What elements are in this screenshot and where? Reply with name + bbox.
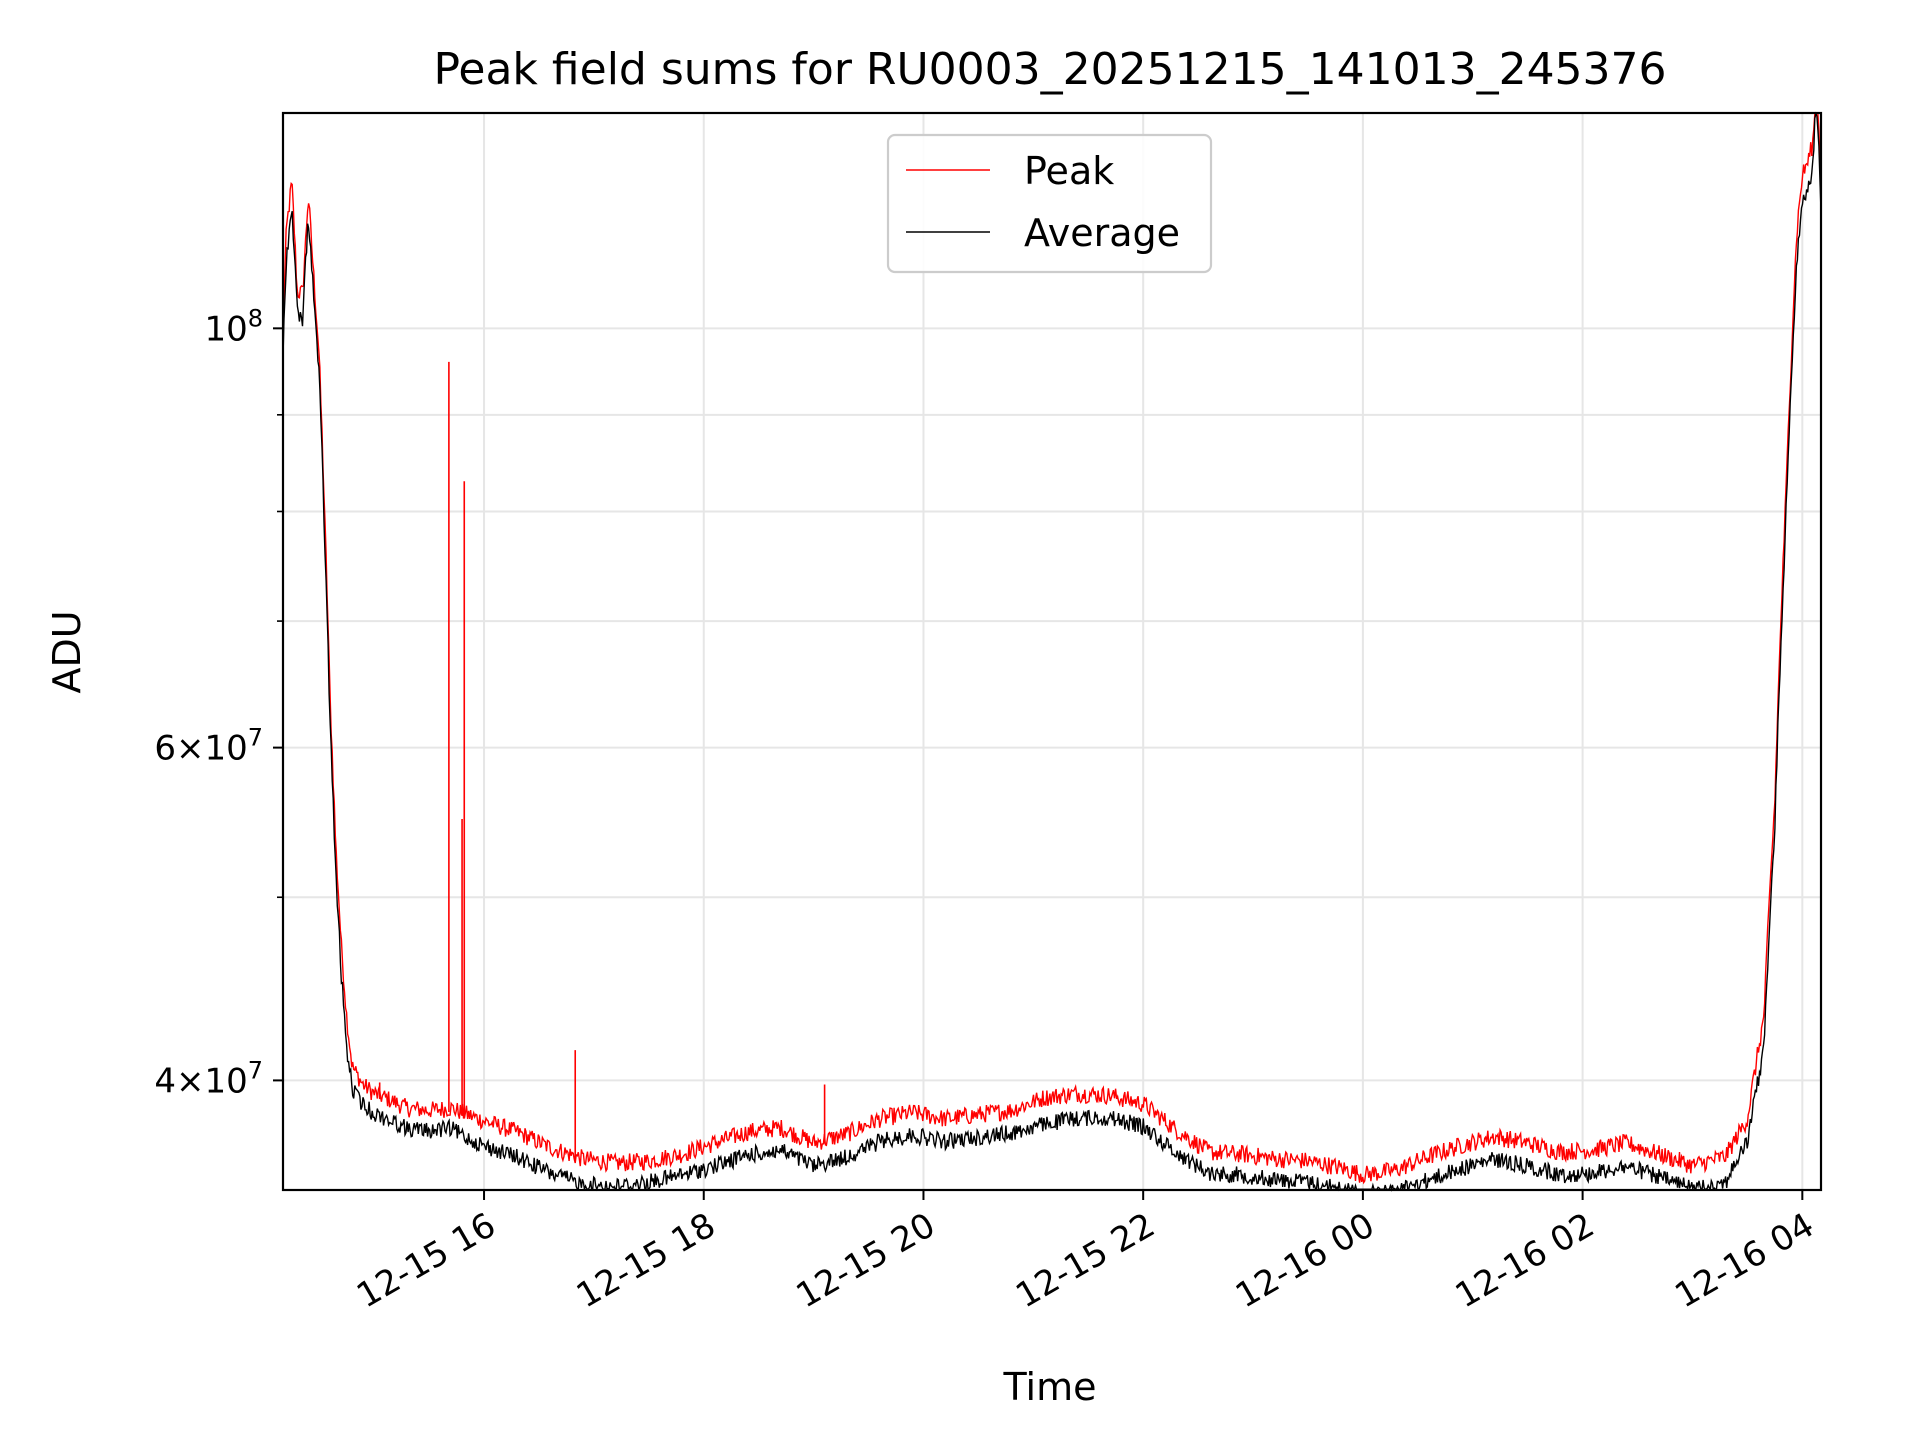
peak-series-line: [282, 113, 1822, 1185]
grid: [283, 113, 1821, 1190]
x-axis-label: Time: [1003, 1365, 1097, 1409]
chart-title: Peak field sums for RU0003_20251215_1410…: [433, 44, 1666, 95]
y-tick-label: 6×107: [154, 724, 263, 769]
plot-series: [282, 111, 1822, 1192]
average-series-line: [282, 111, 1822, 1192]
y-tick-label: 4×107: [154, 1056, 263, 1101]
legend-label-peak: Peak: [1024, 149, 1114, 193]
y-axis: 4×107 6×107 108: [154, 304, 283, 1101]
y-axis-label: ADU: [45, 610, 89, 693]
y-tick-label: 108: [204, 304, 263, 349]
legend-label-average: Average: [1024, 211, 1180, 255]
plot-frame: [281, 111, 1823, 1192]
legend: Peak Average: [886, 133, 1213, 274]
